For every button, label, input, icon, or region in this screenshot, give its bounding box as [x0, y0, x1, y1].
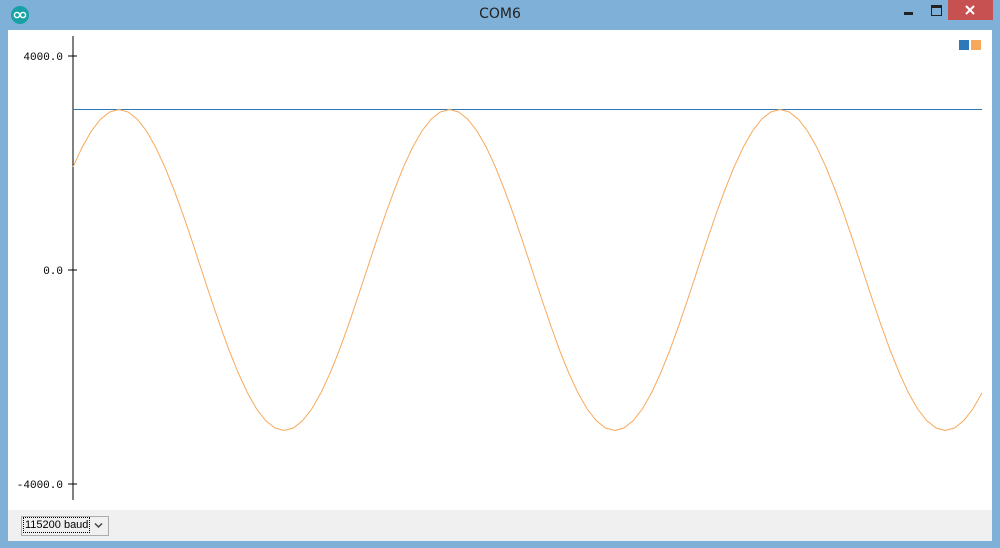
y-tick-label: -4000.0 [17, 480, 63, 492]
y-tick-label: 4000.0 [23, 52, 63, 64]
client-area: 4000.0 0.0 -4000.0 115200 baud [8, 30, 992, 541]
legend-swatch-0 [959, 40, 969, 50]
legend-swatch-1 [971, 40, 981, 50]
close-icon [965, 5, 975, 15]
chevron-down-icon [94, 522, 103, 529]
arduino-icon [11, 6, 29, 24]
bottom-toolbar: 115200 baud [8, 510, 992, 541]
window-title: COM6 [479, 6, 521, 22]
close-button[interactable] [948, 0, 993, 20]
maximize-button[interactable] [925, 0, 948, 20]
minimize-button[interactable] [895, 0, 925, 20]
series-line-1 [72, 108, 983, 432]
baud-rate-select[interactable]: 115200 baud [21, 516, 109, 536]
baud-rate-value: 115200 baud [22, 517, 91, 533]
title-bar[interactable]: COM6 [0, 0, 1000, 30]
y-tick-label: 0.0 [43, 266, 63, 278]
plot-area: 4000.0 0.0 -4000.0 [17, 36, 983, 500]
